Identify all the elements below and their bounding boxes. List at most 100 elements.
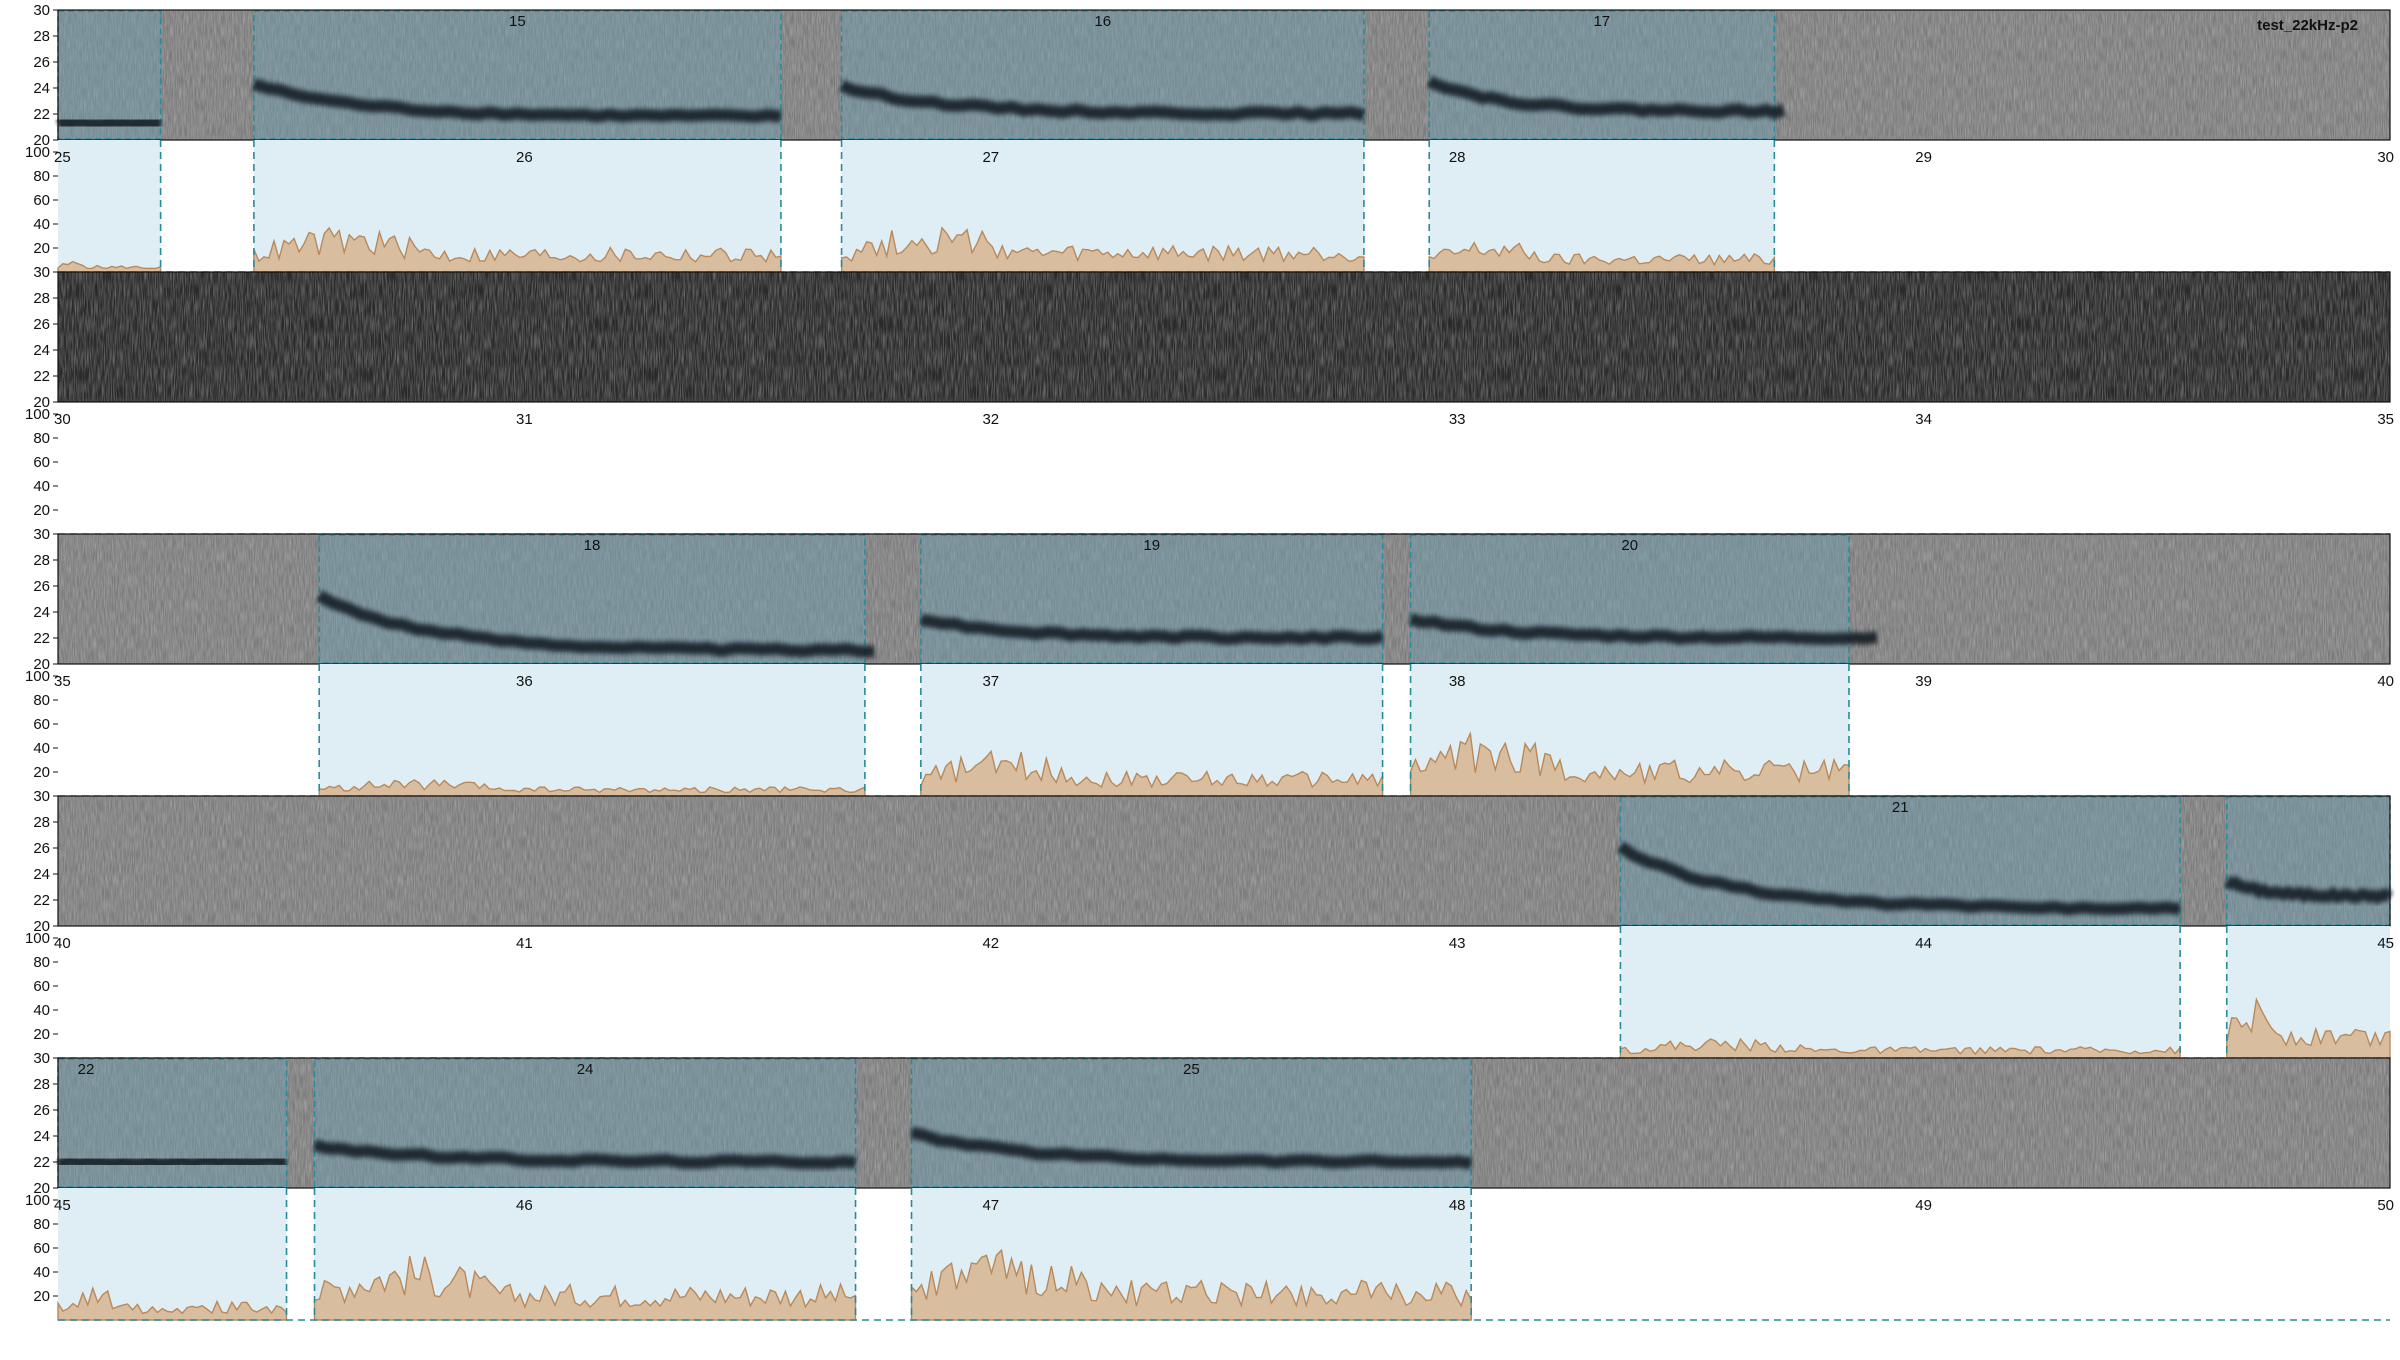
- amp-tick-label: 20: [33, 240, 50, 257]
- selection-box: [1411, 535, 1849, 663]
- selection-box: [921, 535, 1383, 663]
- time-tick-label: 30: [2377, 149, 2394, 166]
- freq-tick-label: 26: [33, 54, 50, 71]
- freq-tick-label: 30: [33, 264, 50, 281]
- freq-tick-label: 26: [33, 578, 50, 595]
- selection-label: 22: [78, 1061, 95, 1078]
- call-trace: [58, 122, 161, 125]
- time-tick-label: 31: [516, 411, 533, 428]
- amp-tick-label: 60: [33, 454, 50, 471]
- amp-tick-label: 40: [33, 1002, 50, 1019]
- time-tick-label: 37: [982, 673, 999, 690]
- time-tick-label: 29: [1915, 149, 1932, 166]
- time-tick-label: 30: [54, 411, 71, 428]
- freq-tick-label: 28: [33, 552, 50, 569]
- selection-box: [1429, 11, 1774, 139]
- amp-tick-label: 100: [25, 930, 50, 947]
- time-tick-label: 28: [1449, 149, 1466, 166]
- amp-tick-label: 60: [33, 716, 50, 733]
- time-tick-label: 41: [516, 935, 533, 952]
- selection-label: 18: [584, 537, 601, 554]
- time-tick-label: 47: [982, 1197, 999, 1214]
- amp-tick-label: 20: [33, 764, 50, 781]
- time-tick-label: 46: [516, 1197, 533, 1214]
- selection-band: [58, 140, 161, 272]
- freq-tick-label: 30: [33, 788, 50, 805]
- selection-band: [319, 664, 865, 796]
- spectrogram-row: 20 22 24 26 28 30 20 40 60 80 100 25 26 27 28 29 30 15 16 1…: [25, 2, 2394, 272]
- time-tick-label: 44: [1915, 935, 1932, 952]
- amp-tick-label: 60: [33, 192, 50, 209]
- time-tick-label: 26: [516, 149, 533, 166]
- amp-tick-label: 40: [33, 740, 50, 757]
- amp-tick-label: 80: [33, 430, 50, 447]
- file-label: test_22kHz-p2: [2257, 17, 2358, 34]
- freq-tick-label: 26: [33, 316, 50, 333]
- selection-box: [2227, 797, 2390, 925]
- selection-label: 16: [1094, 13, 1111, 30]
- amp-tick-label: 80: [33, 1216, 50, 1233]
- selection-box: [315, 1059, 856, 1187]
- time-tick-label: 48: [1449, 1197, 1466, 1214]
- amp-tick-label: 80: [33, 168, 50, 185]
- selection-band: [1429, 140, 1774, 272]
- time-tick-label: 33: [1449, 411, 1466, 428]
- selection-label: 21: [1892, 799, 1909, 816]
- freq-tick-label: 22: [33, 106, 50, 123]
- amp-tick-label: 60: [33, 978, 50, 995]
- selection-label: 24: [577, 1061, 594, 1078]
- freq-tick-label: 26: [33, 840, 50, 857]
- time-tick-label: 42: [982, 935, 999, 952]
- time-tick-label: 45: [54, 1197, 71, 1214]
- time-tick-label: 32: [982, 411, 999, 428]
- freq-tick-label: 24: [33, 342, 50, 359]
- freq-tick-label: 30: [33, 1050, 50, 1067]
- amp-tick-label: 80: [33, 692, 50, 709]
- time-tick-label: 40: [54, 935, 71, 952]
- freq-tick-label: 28: [33, 814, 50, 831]
- time-tick-label: 35: [54, 673, 71, 690]
- time-tick-label: 27: [982, 149, 999, 166]
- time-tick-label: 35: [2377, 411, 2394, 428]
- freq-tick-label: 24: [33, 1128, 50, 1145]
- freq-tick-label: 22: [33, 1154, 50, 1171]
- freq-tick-label: 22: [33, 630, 50, 647]
- call-trace: [58, 1160, 287, 1163]
- time-tick-label: 49: [1915, 1197, 1932, 1214]
- time-tick-label: 43: [1449, 935, 1466, 952]
- amp-tick-label: 60: [33, 1240, 50, 1257]
- time-tick-label: 45: [2377, 935, 2394, 952]
- amp-tick-label: 20: [33, 1026, 50, 1043]
- time-tick-label: 50: [2377, 1197, 2394, 1214]
- freq-tick-label: 28: [33, 28, 50, 45]
- amp-tick-label: 40: [33, 216, 50, 233]
- amp-tick-label: 100: [25, 668, 50, 685]
- selection-label: 20: [1621, 537, 1638, 554]
- spectrogram-row: 20 22 24 26 28 30 20 40 60 80 100 35 36 37 38 39 40 18 19 2…: [25, 526, 2394, 796]
- amp-tick-label: 20: [33, 1288, 50, 1305]
- amp-tick-label: 100: [25, 1192, 50, 1209]
- freq-tick-label: 30: [33, 2, 50, 19]
- time-tick-label: 36: [516, 673, 533, 690]
- spectrogram-row: 20 22 24 26 28 30 20 40 60 80 100 45 46 47 48 49 50 22 24 2…: [25, 1050, 2394, 1320]
- time-tick-label: 39: [1915, 673, 1932, 690]
- freq-tick-label: 30: [33, 526, 50, 543]
- selection-label: 15: [509, 13, 526, 30]
- time-tick-label: 25: [54, 149, 71, 166]
- amp-tick-label: 80: [33, 954, 50, 971]
- freq-tick-label: 24: [33, 80, 50, 97]
- amp-tick-label: 100: [25, 406, 50, 423]
- selection-label: 25: [1183, 1061, 1200, 1078]
- time-tick-label: 38: [1449, 673, 1466, 690]
- freq-tick-label: 24: [33, 866, 50, 883]
- amp-tick-label: 40: [33, 478, 50, 495]
- time-tick-label: 34: [1915, 411, 1932, 428]
- selection-label: 17: [1593, 13, 1610, 30]
- freq-tick-label: 24: [33, 604, 50, 621]
- amp-tick-label: 40: [33, 1264, 50, 1281]
- amp-tick-label: 20: [33, 502, 50, 519]
- spectrogram-noise: [58, 272, 2390, 402]
